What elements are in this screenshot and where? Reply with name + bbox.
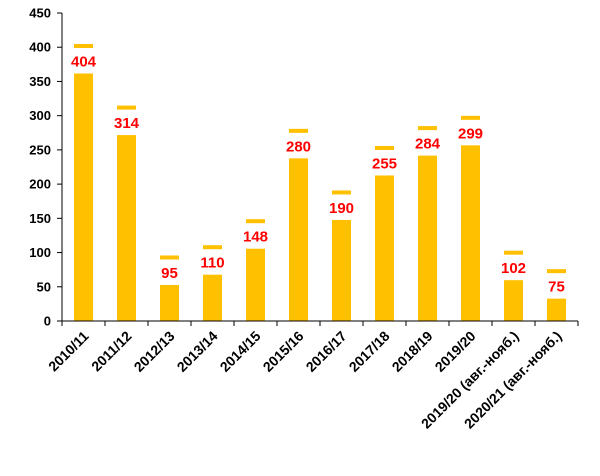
bar xyxy=(246,248,265,321)
bar-cap xyxy=(504,250,523,255)
bar-cap xyxy=(375,145,394,150)
y-tick-label: 200 xyxy=(29,177,51,192)
x-tick-label: 2011/12 xyxy=(88,328,135,375)
x-tick-label: 2017/18 xyxy=(346,328,393,375)
x-tick-label: 2014/15 xyxy=(217,328,264,375)
x-tick-label: 2012/13 xyxy=(131,328,178,375)
bar-cap xyxy=(117,105,136,110)
y-tick-label: 300 xyxy=(29,108,51,123)
bar xyxy=(375,175,394,321)
bar xyxy=(332,219,351,321)
data-label: 280 xyxy=(286,138,311,155)
bar-cap xyxy=(160,255,179,260)
data-label: 314 xyxy=(114,115,140,132)
bar xyxy=(418,155,437,321)
x-tick-label: 2018/19 xyxy=(389,328,436,375)
bar-cap xyxy=(246,219,265,224)
bars-group xyxy=(74,73,566,322)
data-label: 95 xyxy=(161,265,178,282)
data-label: 404 xyxy=(71,53,97,70)
bar-cap xyxy=(461,115,480,120)
bar xyxy=(160,284,179,321)
data-label: 148 xyxy=(243,229,268,246)
data-label: 102 xyxy=(501,260,526,277)
y-tick-label: 350 xyxy=(29,74,51,89)
data-label: 284 xyxy=(415,136,441,153)
bar-cap xyxy=(332,190,351,195)
y-tick-label: 400 xyxy=(29,40,51,55)
bar-cap xyxy=(289,128,308,133)
x-tick-labels-group: 2010/112011/122012/132013/142014/152015/… xyxy=(45,328,565,432)
bar xyxy=(117,135,136,321)
bar xyxy=(504,280,523,321)
data-label: 75 xyxy=(548,279,565,296)
bar xyxy=(74,73,93,322)
axes-group xyxy=(57,12,579,326)
y-tick-label: 150 xyxy=(29,211,51,226)
y-tick-label: 450 xyxy=(29,6,51,21)
data-label: 255 xyxy=(372,155,397,172)
bar xyxy=(461,145,480,321)
data-label: 299 xyxy=(458,125,483,142)
y-tick-label: 100 xyxy=(29,245,51,260)
data-label: 190 xyxy=(329,200,354,217)
y-tick-labels-group: 0 50 100 150 200 250 300 350 400 450 xyxy=(29,6,51,329)
x-tick-label: 2015/16 xyxy=(260,328,307,375)
y-tick-label: 250 xyxy=(29,142,51,157)
data-label: 110 xyxy=(200,255,224,272)
y-tick-label: 0 xyxy=(44,314,51,329)
data-labels-group: 404 314 95 110 148 280 190 255 284 299 102 75 xyxy=(71,53,565,295)
bar-cap xyxy=(418,126,437,131)
bar xyxy=(289,158,308,321)
x-tick-label: 2016/17 xyxy=(303,328,350,375)
bar-caps-group xyxy=(74,43,566,274)
bar-cap xyxy=(203,245,222,250)
bar-cap xyxy=(74,43,93,48)
bar-cap xyxy=(547,269,566,274)
y-tick-label: 50 xyxy=(37,279,51,294)
bar xyxy=(547,298,566,321)
x-tick-label: 2013/14 xyxy=(174,328,221,375)
bar xyxy=(203,274,222,321)
x-tick-label: 2010/11 xyxy=(45,328,92,375)
